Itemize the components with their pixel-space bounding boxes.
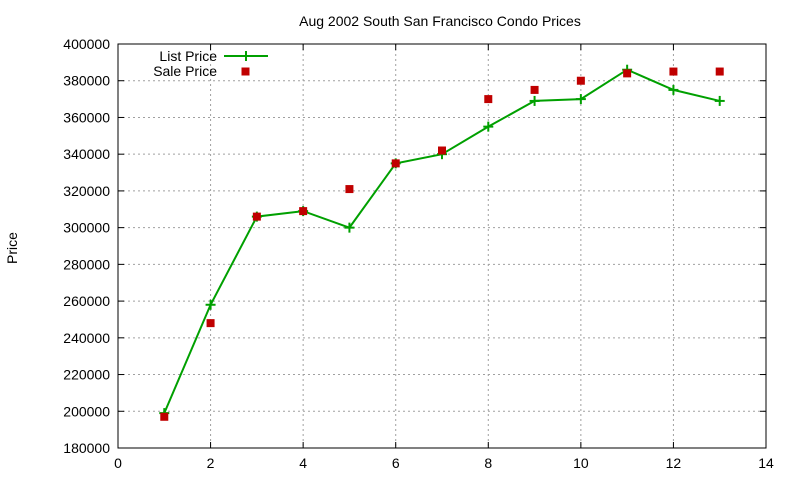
x-tick-label: 14 [758,455,774,471]
y-tick-label: 280000 [63,256,110,272]
legend-marker-list-price [241,51,251,61]
y-tick-label: 240000 [63,330,110,346]
chart-title: Aug 2002 South San Francisco Condo Price… [299,13,581,29]
sale-price-point [715,67,724,76]
legend-marker-sale-price [241,67,250,76]
sale-price-point [530,85,539,94]
series-layer [159,64,725,421]
x-tick-label: 8 [484,455,492,471]
series-line-list-price [163,68,720,414]
y-tick-label: 380000 [63,73,110,89]
legend-label-list-price: List Price [159,48,217,64]
sale-price-point [345,185,354,194]
y-tick-label: 180000 [63,440,110,456]
sale-price-point [669,67,678,76]
y-tick-label: 400000 [63,36,110,52]
sale-price-point [484,95,493,104]
x-tick-labels: 0 2 4 6 8 10 12 14 [114,455,774,471]
list-price-point [344,222,355,233]
x-tick-label: 2 [207,455,215,471]
sale-price-point [438,146,446,155]
sale-price-point [391,159,400,168]
y-axis-label: Price [4,232,20,264]
y-tick-label: 360000 [63,109,110,125]
plot-area-border [117,43,767,449]
y-tick-label: 340000 [63,146,110,162]
list-price-point [205,299,216,310]
y-tick-label: 320000 [63,183,110,199]
list-price-point [529,95,540,106]
sale-price-point [252,212,261,221]
axis-ticks [117,43,767,449]
legend-label-sale-price: Sale Price [153,63,217,79]
y-tick-label: 200000 [63,403,110,419]
legend: List Price Sale Price [153,48,268,79]
sale-price-point [160,412,169,421]
y-tick-labels: 180000 200000 220000 240000 260000 280000 3000… [63,36,110,456]
x-tick-label: 4 [299,455,307,471]
x-tick-label: 12 [666,455,682,471]
sale-price-point [576,76,585,85]
y-tick-label: 300000 [63,220,110,236]
x-tick-label: 10 [573,455,589,471]
grid [118,44,766,448]
sale-price-point [206,319,215,328]
x-tick-label: 6 [392,455,400,471]
list-price-point [483,121,494,132]
sale-price-point [299,207,308,216]
list-price-point [575,94,586,105]
y-tick-label: 220000 [63,367,110,383]
list-price-point [668,84,679,95]
list-price-point [714,95,725,106]
x-tick-label: 0 [114,455,122,471]
y-tick-label: 260000 [63,293,110,309]
sale-price-point [623,69,632,78]
